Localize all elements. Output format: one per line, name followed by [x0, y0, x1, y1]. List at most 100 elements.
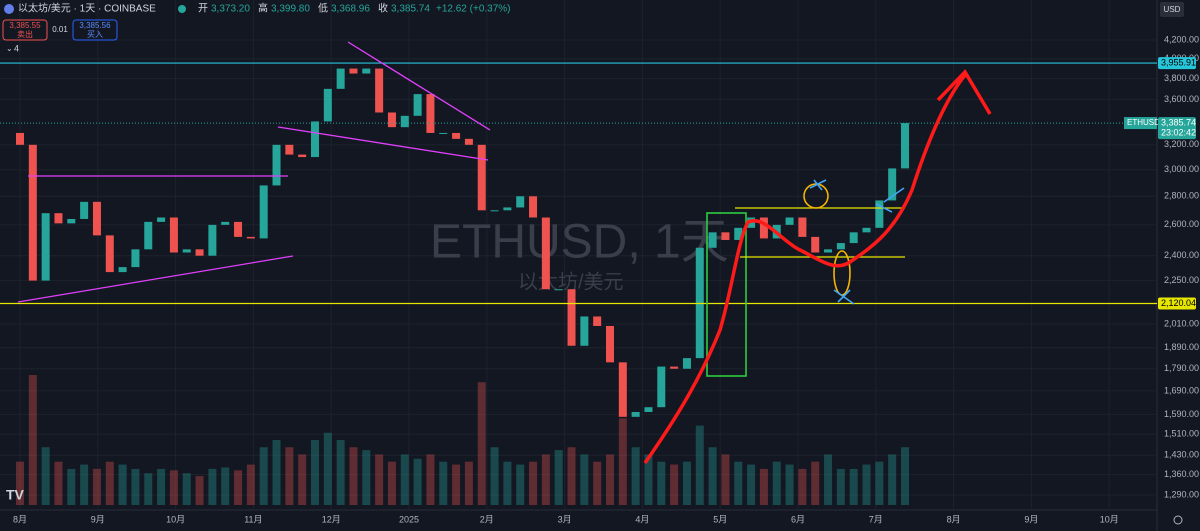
volume-bar — [387, 461, 396, 505]
collapse-icon[interactable]: ⌄ — [6, 44, 13, 53]
volume-bar — [182, 473, 191, 505]
y-tick-label: 2,010.00 — [1164, 318, 1199, 328]
volume-bar — [92, 468, 101, 505]
ohlc-label: 收 — [378, 2, 388, 15]
volume-bar — [362, 450, 371, 505]
x-tick-label: 5月 — [713, 514, 727, 524]
x-tick-label: 2月 — [480, 514, 494, 524]
buy-button[interactable] — [72, 19, 118, 41]
y-tick-label: 2,600.00 — [1164, 219, 1199, 229]
y-tick-label: 1,890.00 — [1164, 342, 1199, 352]
candle — [888, 168, 897, 201]
y-tick-label: 1,590.00 — [1164, 409, 1199, 419]
volume-bar — [208, 468, 217, 505]
candle — [182, 249, 191, 253]
ohlc-value: 3,399.80 — [271, 4, 310, 15]
price-tag-label: 3,385.74 — [1161, 117, 1196, 127]
candle — [298, 154, 307, 158]
x-tick-label: 4月 — [635, 514, 649, 524]
y-tick-label: 1,430.00 — [1164, 450, 1199, 460]
candle — [311, 121, 319, 158]
volume-bar — [131, 468, 140, 505]
candle — [41, 213, 50, 281]
watermark: ETHUSD, 1天 — [430, 216, 729, 269]
candle — [105, 235, 114, 273]
candle — [670, 366, 679, 369]
volume-bar — [400, 454, 409, 505]
settings-icon[interactable] — [1173, 515, 1183, 525]
candle — [490, 210, 499, 212]
candle — [246, 236, 255, 239]
volume-bar — [490, 447, 499, 505]
candle — [67, 218, 76, 224]
candle — [875, 200, 884, 228]
volume-bar — [593, 461, 602, 505]
candle — [657, 366, 666, 408]
volume-bar — [554, 450, 563, 505]
volume-bar — [272, 440, 281, 505]
volume-bar — [785, 464, 794, 505]
volume-bar — [567, 447, 576, 505]
volume-bar — [349, 447, 358, 505]
candle — [195, 249, 204, 256]
volume-bar — [516, 464, 525, 505]
volume-bar — [311, 440, 319, 505]
candle — [836, 243, 845, 250]
volume-bar — [426, 454, 435, 505]
symbol[interactable]: 以太坊/美元 · 1天 · COINBASE — [18, 2, 156, 15]
currency-button[interactable] — [1160, 2, 1184, 17]
candle — [606, 325, 614, 363]
candle — [516, 196, 525, 208]
volume-bar — [157, 468, 166, 505]
sell-price: 3,385.55 — [9, 21, 41, 30]
volume-bar — [580, 454, 589, 505]
indicator-count[interactable]: 4 — [14, 43, 19, 53]
ohlc-label: 开 — [198, 4, 208, 15]
currency: USD — [1164, 5, 1181, 14]
volume-bar — [169, 470, 178, 505]
candle — [131, 249, 140, 268]
candle — [785, 217, 794, 225]
volume-bar — [529, 461, 538, 505]
volume-bar — [80, 464, 89, 505]
candle — [118, 267, 127, 273]
candle — [426, 94, 435, 133]
candle — [631, 411, 640, 417]
symbol-icon — [4, 4, 14, 14]
volume-bar — [464, 461, 473, 505]
volume-bar — [670, 464, 679, 505]
candle — [387, 112, 396, 128]
y-tick-label: 2,400.00 — [1164, 250, 1199, 260]
volume-bar — [118, 464, 127, 505]
volume-bar — [477, 382, 486, 505]
sell-button[interactable] — [2, 19, 48, 41]
candle — [157, 217, 166, 222]
volume-bar — [195, 476, 204, 505]
x-tick-label: 9月 — [1024, 514, 1038, 524]
candle — [349, 68, 358, 74]
volume-bar — [798, 468, 807, 505]
candle — [580, 316, 589, 346]
volume-bar — [811, 461, 820, 505]
price-tag — [1158, 117, 1196, 140]
x-tick-label: 8月 — [947, 514, 961, 524]
candle — [400, 115, 409, 128]
candle — [477, 144, 486, 211]
change: +12.62 (+0.37%) — [436, 4, 511, 15]
candle — [682, 358, 691, 369]
level-label: 2,120.04 — [1161, 298, 1196, 308]
volume-bar — [336, 440, 345, 505]
countdown: 23:02:42 — [1161, 127, 1196, 137]
candle — [208, 224, 217, 256]
candle — [503, 207, 512, 211]
x-tick-label: 10月 — [166, 514, 185, 524]
volume-bar — [234, 470, 243, 505]
candle — [323, 88, 332, 122]
y-tick-label: 2,250.00 — [1164, 275, 1199, 285]
candle — [593, 316, 602, 326]
volume-bar — [862, 464, 871, 505]
level-label: 3,955.91 — [1161, 57, 1196, 67]
volume-bar — [824, 454, 833, 505]
candle — [618, 362, 627, 417]
